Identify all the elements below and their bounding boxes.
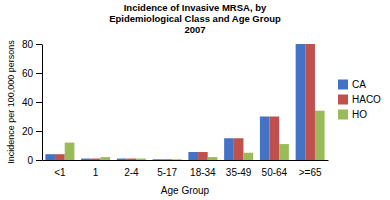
bar	[45, 154, 55, 160]
tick: <1	[54, 167, 66, 178]
tick-mark	[36, 73, 42, 74]
bar	[81, 159, 91, 160]
tick-label: >=65	[299, 167, 322, 178]
axis-line	[42, 45, 43, 161]
bar	[260, 117, 270, 161]
tick-label: 40	[22, 97, 34, 108]
x-axis: <1 1 2-4 5-17 18-34 35-49 50-64 >=65	[43, 161, 329, 179]
tick: >=65	[299, 167, 322, 178]
legend-label: HACO	[352, 94, 381, 105]
legend-swatch	[338, 80, 348, 90]
tick: 20	[22, 126, 42, 137]
x-axis-title: Age Group	[161, 185, 210, 196]
legend-swatch	[338, 110, 348, 120]
bar	[208, 157, 218, 160]
title-line: 2007	[184, 24, 205, 35]
bar	[198, 152, 208, 160]
tick-mark	[36, 44, 42, 45]
tick: 50-64	[262, 167, 288, 178]
tick-label: 80	[22, 39, 34, 50]
bar	[296, 44, 306, 160]
tick-mark	[36, 160, 42, 161]
bar	[270, 117, 280, 161]
tick: 40	[22, 97, 42, 108]
bar	[188, 152, 198, 160]
legend-item: CA	[338, 79, 366, 90]
tick: 1	[93, 167, 99, 178]
tick-label: 50-64	[262, 167, 288, 178]
legend-swatch	[338, 95, 348, 105]
tick: 2-4	[124, 167, 139, 178]
bar-series	[65, 111, 325, 160]
bar	[153, 159, 163, 160]
tick-label: 20	[22, 126, 34, 137]
bar-series	[45, 44, 305, 160]
tick-label: 1	[93, 167, 99, 178]
title: Incidence of Invasive MRSA, byEpidemiolo…	[109, 2, 281, 35]
bar	[162, 159, 172, 160]
tick: 0	[27, 155, 42, 166]
bar	[234, 138, 244, 160]
tick-label: 60	[22, 68, 34, 79]
chart: Incidence of Invasive MRSA, byEpidemiolo…	[0, 0, 390, 200]
tick-mark	[36, 131, 42, 132]
bar	[91, 159, 101, 160]
tick-mark	[36, 102, 42, 103]
tick-label: <1	[54, 167, 66, 178]
plot: 0 20 40 60 80 <1 1 2-4 5-17 18-34 35-49 50-64 >=65	[22, 39, 329, 178]
bars	[45, 44, 324, 160]
bar	[136, 159, 146, 160]
bar	[100, 157, 110, 160]
bar	[117, 159, 127, 160]
tick-label: 0	[27, 155, 33, 166]
tick: 5-17	[157, 167, 177, 178]
title-line: Epidemiological Class and Age Group	[109, 13, 281, 24]
bar	[279, 144, 289, 160]
legend-label: CA	[352, 79, 366, 90]
bar	[172, 159, 182, 160]
y-axis-title: Incidence per 100,000 persons	[6, 40, 16, 164]
bar	[55, 154, 65, 160]
bar	[305, 44, 315, 160]
bar	[224, 138, 234, 160]
legend-label: HO	[352, 109, 367, 120]
legend-item: HACO	[338, 94, 381, 105]
tick-label: 5-17	[157, 167, 177, 178]
legend-item: HO	[338, 109, 367, 120]
axis-line	[43, 160, 329, 161]
tick-label: 35-49	[226, 167, 252, 178]
tick-label: 2-4	[124, 167, 139, 178]
y-axis: 0 20 40 60 80	[22, 39, 43, 166]
bar	[127, 159, 137, 160]
bar	[315, 111, 325, 160]
tick: 60	[22, 68, 42, 79]
bar	[65, 143, 75, 160]
legend: CA HACO HO	[338, 79, 381, 120]
title-line: Incidence of Invasive MRSA, by	[124, 2, 267, 13]
bar-series	[55, 44, 315, 160]
tick: 80	[22, 39, 42, 50]
tick: 35-49	[226, 167, 252, 178]
tick: 18-34	[190, 167, 216, 178]
bar	[243, 153, 253, 160]
tick-label: 18-34	[190, 167, 216, 178]
